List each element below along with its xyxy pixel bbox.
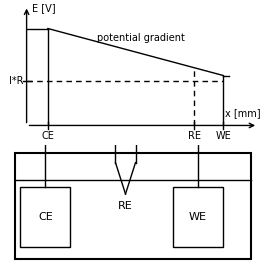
Bar [173,187,223,247]
Text: WE: WE [215,131,231,141]
Text: RE: RE [118,201,133,211]
Text: I*R: I*R [9,76,24,86]
Text: RE: RE [188,131,201,141]
Text: E [V]: E [V] [32,3,56,13]
Text: potential gradient: potential gradient [97,34,185,44]
Bar [20,187,70,247]
Text: WE: WE [189,212,207,222]
Text: CE: CE [38,212,53,222]
Text: CE: CE [41,131,54,141]
Text: x [mm]: x [mm] [225,108,261,118]
